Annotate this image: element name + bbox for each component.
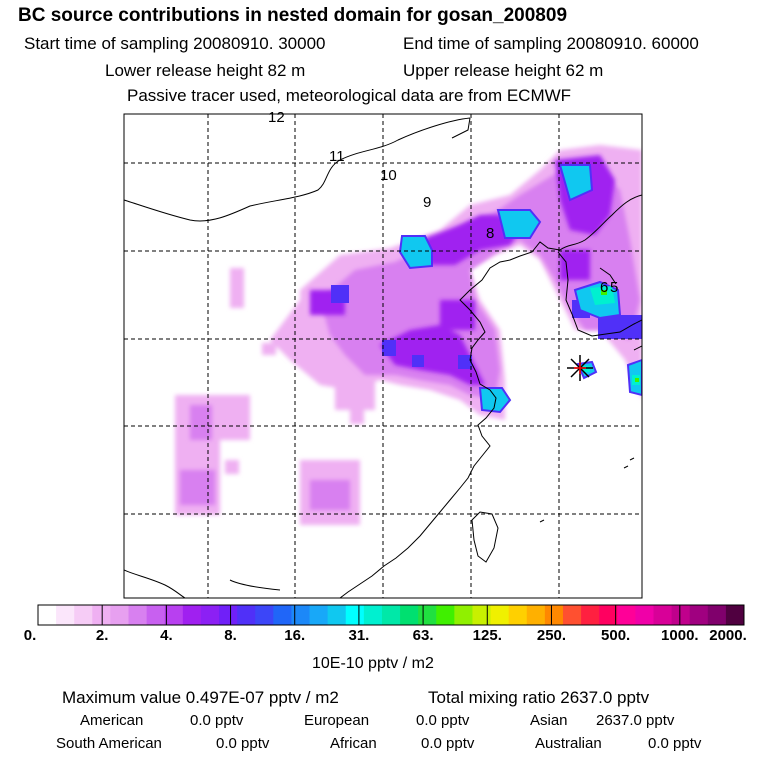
colorbar-swatch	[345, 605, 365, 625]
colorbar-swatch	[255, 605, 274, 625]
end-time-text: End time of sampling 20080910. 60000	[403, 34, 699, 53]
colorbar-swatch	[363, 605, 383, 625]
colorbar-swatch	[653, 605, 672, 625]
colorbar-swatch	[128, 605, 148, 625]
colorbar-swatch	[599, 605, 618, 625]
colorbar-swatch	[562, 605, 582, 625]
region-name: Australian	[535, 735, 602, 752]
colorbar-tick-label: 8.	[224, 627, 237, 644]
trajectory-label: 5	[610, 279, 618, 296]
colorbar-tick-label: 125.	[472, 627, 502, 644]
colorbar-tick-label: 250.	[536, 627, 567, 644]
figure-title: BC source contributions in nested domain…	[18, 5, 568, 26]
trajectory-label: 12	[268, 109, 285, 126]
receptor-star-icon	[567, 355, 593, 381]
total-mixing-text: Total mixing ratio 2637.0 pptv	[428, 688, 650, 707]
colorbar-swatch	[671, 605, 691, 625]
colorbar-tick-label: 0.	[23, 627, 37, 644]
colorbar-tick-label: 2.	[95, 627, 109, 644]
region-name: South American	[56, 735, 162, 752]
colorbar-swatch	[200, 605, 220, 625]
colorbar-swatch	[381, 605, 401, 625]
colorbar-tick-label: 4.	[160, 627, 173, 644]
region-value: 0.0 pptv	[421, 735, 475, 752]
lat-lon-grid	[124, 114, 642, 598]
colorbar-swatch	[146, 605, 166, 625]
colorbar-frame	[37, 604, 745, 626]
colorbar-swatch	[526, 605, 546, 625]
colorbar-swatch	[725, 605, 745, 625]
colorbar-swatch	[418, 605, 437, 625]
colorbar-swatch	[707, 605, 727, 625]
colorbar-tick-label: 31.	[348, 627, 370, 644]
max-value-text: Maximum value 0.497E-07 pptv / m2	[62, 688, 339, 707]
start-time-text: Start time of sampling 20080910. 30000	[24, 34, 326, 53]
colorbar-swatch	[164, 605, 184, 625]
trajectory-labels: 12 11 10 9 8 6 5	[268, 109, 618, 296]
colorbar-swatch	[309, 605, 329, 625]
colorbar-swatch	[291, 605, 310, 625]
coastlines	[124, 117, 642, 598]
trajectory-label: 9	[423, 194, 431, 211]
colorbar-swatch	[617, 605, 636, 625]
trajectory-label: 11	[329, 148, 345, 165]
tracer-note-text: Passive tracer used, meteorological data…	[127, 86, 572, 105]
colorbar-swatch	[635, 605, 654, 625]
colorbar-swatch	[110, 605, 129, 625]
region-name: African	[330, 735, 377, 752]
colorbar-swatch	[74, 605, 93, 625]
region-value: 0.0 pptv	[216, 735, 270, 752]
colorbar-swatch	[508, 605, 528, 625]
trajectory-label: 10	[380, 167, 397, 184]
map-frame	[123, 113, 643, 599]
colorbar-swatch	[544, 605, 564, 625]
trajectory-label: 8	[486, 225, 494, 242]
colorbar-swatch	[219, 605, 238, 625]
colorbar-tick-label: 1000.	[661, 627, 699, 644]
colorbar-swatch	[182, 605, 202, 625]
colorbar-swatch	[436, 605, 455, 625]
colorbar	[37, 604, 745, 626]
region-name: American	[80, 712, 144, 729]
trajectory-label: 6	[600, 279, 608, 296]
colorbar-tick-label: 500.	[601, 627, 631, 644]
colorbar-swatch	[237, 605, 256, 625]
colorbar-swatch	[38, 605, 57, 625]
region-name: European	[304, 712, 370, 729]
region-value: 2637.0 pptv	[596, 712, 675, 729]
colorbar-units: 10E-10 pptv / m2	[312, 655, 434, 672]
region-name: Asian	[530, 712, 568, 729]
colorbar-swatch	[689, 605, 709, 625]
region-value: 0.0 pptv	[648, 735, 702, 752]
region-value: 0.0 pptv	[416, 712, 470, 729]
colorbar-swatch	[327, 605, 347, 625]
upper-height-text: Upper release height 62 m	[403, 61, 604, 80]
colorbar-swatch	[400, 605, 419, 625]
colorbar-swatch	[472, 605, 491, 625]
region-value: 0.0 pptv	[190, 712, 244, 729]
colorbar-swatch	[92, 605, 111, 625]
colorbar-tick-label: 16.	[284, 627, 306, 644]
colorbar-tick-label: 2000.	[709, 627, 747, 644]
colorbar-swatch	[454, 605, 473, 625]
colorbar-swatch	[581, 605, 600, 625]
colorbar-swatch	[273, 605, 292, 625]
colorbar-swatch	[56, 605, 75, 625]
colorbar-swatch	[490, 605, 510, 625]
concentration-field	[175, 145, 642, 525]
colorbar-tick-label: 63.	[412, 627, 434, 644]
lower-height-text: Lower release height 82 m	[105, 61, 306, 80]
